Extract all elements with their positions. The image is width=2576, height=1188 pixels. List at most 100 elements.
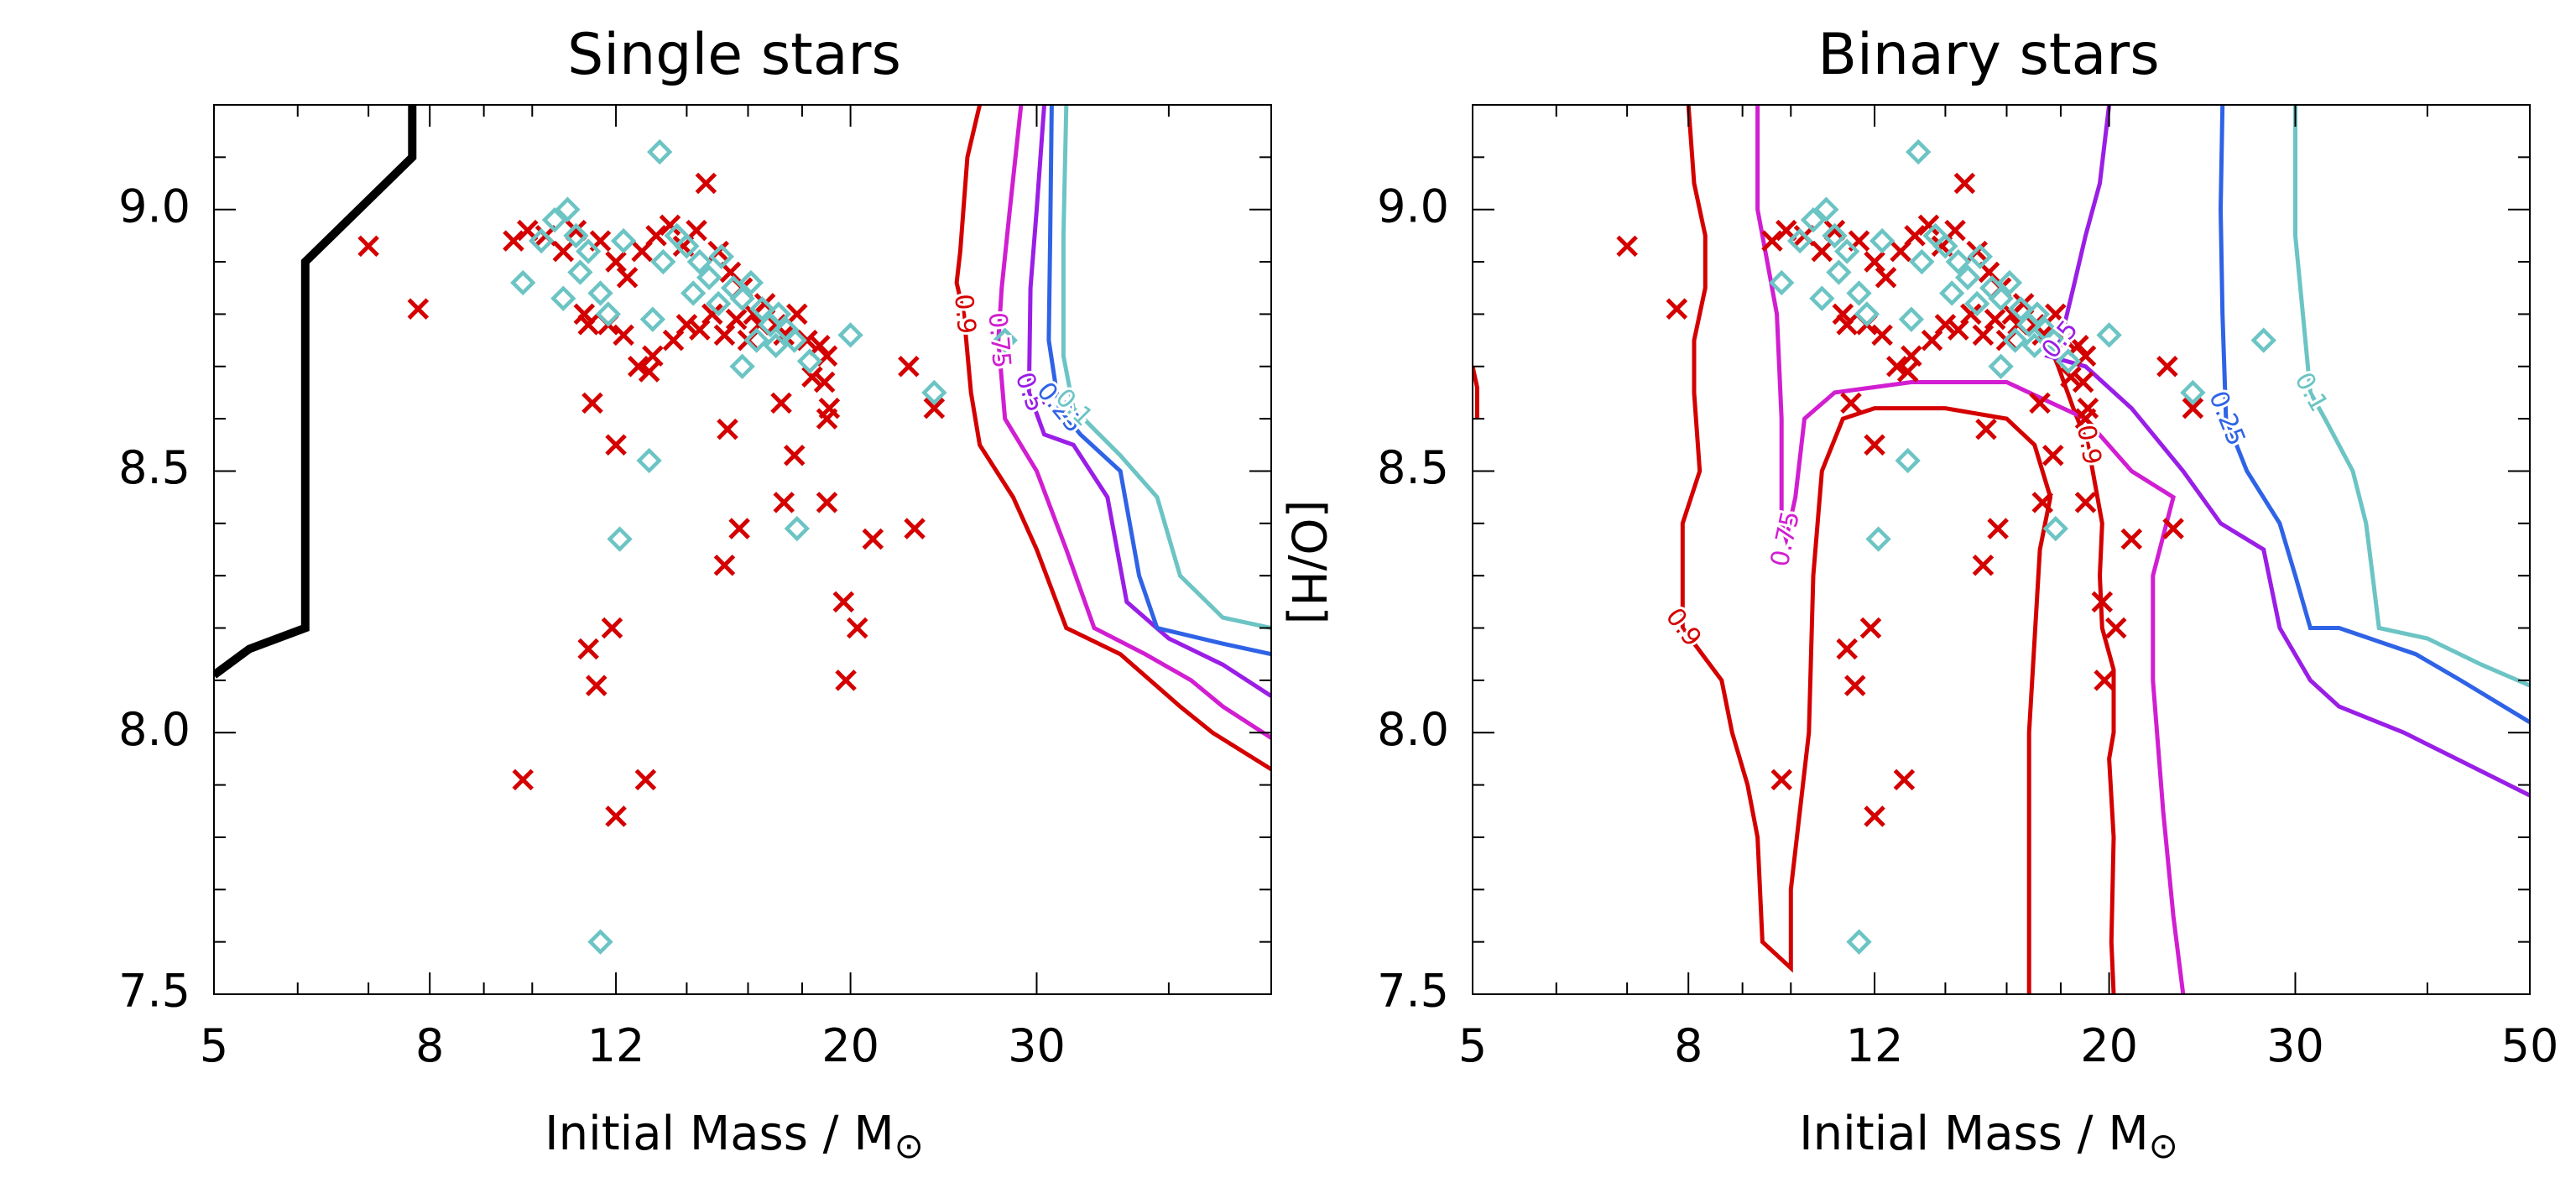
panel-single-stars: Single stars Initial Mass / M⊙ 0.9 0.750.… <box>118 22 1272 1166</box>
cross-marker <box>786 303 808 326</box>
cross-marker <box>1864 805 1885 827</box>
x-tick-label: 8 <box>1674 1019 1703 1072</box>
diamond-marker <box>1967 243 1993 270</box>
contour-line <box>2044 105 2530 798</box>
cross-marker <box>1836 314 1858 336</box>
diamond-marker <box>686 248 713 275</box>
cross-marker <box>1972 324 1995 346</box>
diamond-marker <box>1800 206 1827 233</box>
diamond-marker <box>575 238 602 264</box>
cross-marker <box>1885 355 1908 378</box>
cross-marker <box>2060 366 2082 388</box>
cross-marker <box>627 355 649 378</box>
diamond-marker <box>708 243 734 270</box>
contour-line <box>954 105 1271 772</box>
cross-marker <box>512 769 534 791</box>
diamond-marker <box>1996 269 2023 296</box>
diamond-marker <box>528 227 555 254</box>
cross-marker <box>1904 225 1926 247</box>
cross-marker <box>695 172 717 195</box>
diamond-marker <box>1898 306 1925 332</box>
diamond-marker <box>650 248 676 275</box>
cross-marker <box>1761 230 1783 252</box>
contour-label: 0.9 <box>1660 602 1708 652</box>
cross-marker <box>605 251 627 273</box>
cross-marker <box>577 638 599 660</box>
diamond-marker <box>1826 259 1852 285</box>
x-axis-label: Initial Mass / M⊙ <box>1799 1107 2178 1166</box>
contour-label: 0.75 <box>983 311 1016 369</box>
diamond-marker <box>1846 929 1872 955</box>
cross-marker <box>2074 492 2097 513</box>
x-tick-label: 12 <box>1846 1019 1904 1072</box>
cross-marker <box>659 214 681 237</box>
diamond-marker <box>1988 353 2014 379</box>
x-tick-label: 8 <box>415 1019 444 1072</box>
cross-marker <box>357 235 379 258</box>
contour-line <box>1026 105 1271 698</box>
plot-frame <box>1472 104 2531 995</box>
cross-marker <box>2182 397 2204 419</box>
diamond-marker <box>743 327 769 353</box>
cross-marker <box>1864 251 1885 273</box>
diamond-marker <box>1963 290 1990 317</box>
cross-marker <box>2031 492 2054 513</box>
cross-marker <box>2091 591 2114 613</box>
cross-marker <box>1934 314 1957 336</box>
diamond-marker <box>636 447 662 474</box>
diamond-marker <box>1938 280 1965 306</box>
diamond-marker <box>647 138 673 165</box>
sun-symbol: ⊙ <box>894 1125 924 1166</box>
cross-marker <box>1953 172 1976 195</box>
cross-marker <box>1770 769 1793 791</box>
cross-marker <box>898 355 920 378</box>
y-tick-label: 9.0 <box>1377 180 1449 232</box>
diamond-marker <box>1869 227 1895 254</box>
cross-marker <box>605 434 627 456</box>
cross-marker <box>1859 617 1882 639</box>
y-tick-label: 8.0 <box>1377 703 1449 756</box>
panel-binary-stars: Binary stars Initial Mass / M⊙ [O/H] 0.9… <box>1280 22 2558 1166</box>
diamond-marker <box>1822 222 1848 249</box>
cross-marker <box>2094 670 2115 691</box>
cross-marker <box>770 392 792 414</box>
cross-marker <box>407 298 430 320</box>
cross-marker <box>783 444 806 466</box>
cross-marker <box>717 418 738 440</box>
cross-marker <box>613 324 634 346</box>
x-tick-label: 20 <box>821 1019 879 1072</box>
plot-frame <box>213 104 1272 995</box>
x-tick-label: 20 <box>2080 1019 2138 1072</box>
diamond-marker <box>2040 327 2066 353</box>
contour-line <box>1061 105 1271 630</box>
diamond-marker <box>1769 269 1795 296</box>
cross-marker <box>2029 392 2051 414</box>
contour-line <box>1473 366 1479 419</box>
x-tick-label: 12 <box>587 1019 645 1072</box>
diamond-marker <box>1988 285 2014 311</box>
contour-label: 0.9 <box>2071 423 2107 467</box>
diamond-marker <box>2096 322 2122 348</box>
diamond-marker <box>1809 285 1835 311</box>
diamond-marker <box>2002 327 2028 353</box>
diamond-marker <box>729 285 755 311</box>
diamond-marker <box>765 301 792 327</box>
contour-line <box>996 105 1271 740</box>
contour-label: 0.9 <box>948 293 981 336</box>
cross-marker <box>1901 345 1922 367</box>
cross-marker <box>675 314 698 336</box>
cross-marker <box>552 240 575 263</box>
cross-marker <box>816 408 838 430</box>
cross-marker <box>686 219 707 242</box>
contour-line <box>2293 105 2530 688</box>
cross-marker <box>832 591 855 613</box>
cross-marker <box>773 492 795 513</box>
diamond-marker <box>1846 280 1872 306</box>
x-tick-label: 30 <box>1008 1019 1066 1072</box>
contour-label: 0.1 <box>2288 367 2334 417</box>
plot-area <box>1473 105 2530 994</box>
diamond-marker <box>992 327 1018 353</box>
diamond-marker <box>1854 301 1880 327</box>
diamond-marker <box>567 259 593 285</box>
